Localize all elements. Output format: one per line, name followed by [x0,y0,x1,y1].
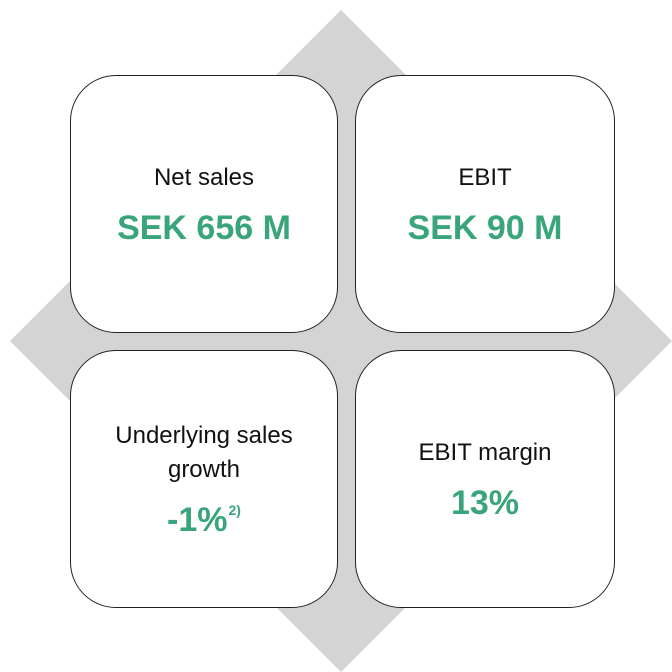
kpi-card: Underlying sales growth -1%2) [70,350,338,608]
kpi-value-text: SEK 656 M [117,208,291,247]
kpi-label: EBIT margin [418,438,552,466]
kpi-value-text: 13% [450,483,520,522]
kpi-value: SEK 656 M [117,209,291,248]
kpi-value: -1%2) [167,501,241,540]
kpi-card: Net sales SEK 656 M [70,75,338,333]
kpi-value-text: SEK 90 M [407,208,563,247]
kpi-label: Underlying sales growth [115,421,293,483]
kpi-label: EBIT [458,163,512,191]
kpi-card: EBIT SEK 90 M [355,75,615,333]
kpi-value: SEK 90 M [408,209,563,248]
kpi-value: 13% [451,484,519,523]
kpi-label: Net sales [153,163,255,191]
footnote: 2) [228,501,241,518]
kpi-value-text: -1% [167,500,228,539]
kpi-card: EBIT margin 13% [355,350,615,608]
